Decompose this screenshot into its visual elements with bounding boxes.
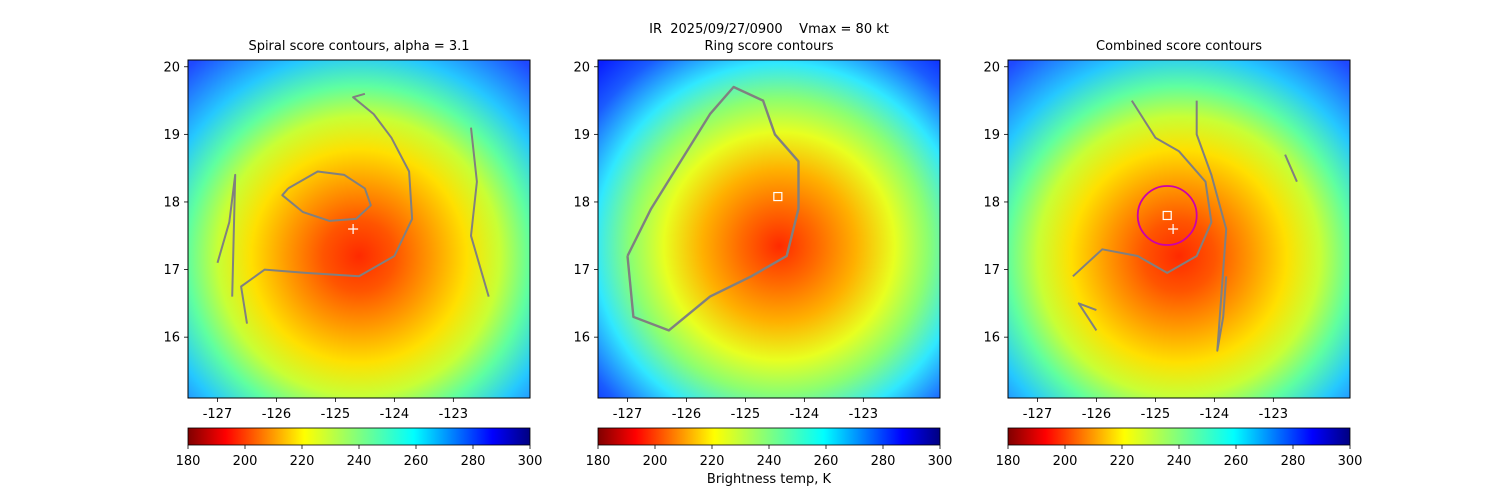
colorbar-tick-label: 300	[1338, 454, 1363, 469]
contour-line-4	[470, 127, 490, 297]
colorbar-tick-label: 220	[1110, 454, 1135, 469]
axes-frame	[187, 59, 531, 399]
y-tick-label: 20	[163, 60, 180, 75]
storm-center-marker	[348, 224, 359, 234]
panel-1: -127 -126 -125 -124 -123 16 17 18 19 20 180 200 220 2…	[163, 59, 543, 469]
y-tick-label: 18	[163, 195, 180, 210]
y-tick-label: 16	[163, 331, 180, 346]
figure-suptitle: IR 2025/09/27/0900 Vmax = 80 kt	[649, 22, 889, 37]
colorbar-tick-label: 200	[233, 454, 258, 469]
y-tick-label: 19	[163, 128, 180, 143]
colorbar-tick-label: 260	[404, 454, 429, 469]
contour-line-3	[1284, 154, 1298, 183]
x-tick-label: -126	[1082, 407, 1112, 422]
x-tick-label: -125	[321, 407, 351, 422]
satellite-image	[598, 60, 940, 398]
contour-line-1	[626, 85, 800, 332]
colorbar-tick-label: 240	[1167, 454, 1192, 469]
x-tick-label: -123	[1259, 407, 1289, 422]
y-tick-label: 16	[983, 331, 1000, 346]
y-tick-label: 19	[573, 128, 590, 143]
colorbar-tick-label: 280	[1281, 454, 1306, 469]
y-tick-label: 17	[983, 263, 1000, 278]
colorbar-tick-label: 240	[757, 454, 782, 469]
x-tick-label: -125	[1141, 407, 1171, 422]
x-tick-label: -123	[439, 407, 469, 422]
contour-line-1	[281, 170, 372, 222]
colorbar-tick-label: 280	[461, 454, 486, 469]
x-tick-label: -124	[380, 407, 410, 422]
colorbar-tick-label: 180	[586, 454, 611, 469]
colorbar-tick-label: 200	[1053, 454, 1078, 469]
panel-2: -127 -126 -125 -124 -123 16 17 18 19 20 180 200 220 2…	[573, 59, 953, 469]
y-tick-label: 16	[573, 331, 590, 346]
colorbar-tick-label: 300	[928, 454, 953, 469]
colorbar-tick-label: 300	[518, 454, 543, 469]
colorbar-tick-label: 280	[871, 454, 896, 469]
y-tick-label: 20	[983, 60, 1000, 75]
x-tick-label: -124	[1200, 407, 1230, 422]
y-tick-label: 17	[163, 263, 180, 278]
combined-radius-circle	[1136, 185, 1198, 246]
y-tick-label: 17	[573, 263, 590, 278]
colorbar-tick-label: 180	[996, 454, 1021, 469]
x-tick-label: -126	[672, 407, 702, 422]
x-tick-label: -125	[731, 407, 761, 422]
x-tick-label: -126	[262, 407, 292, 422]
ring-center-marker	[773, 191, 783, 202]
colorbar-tick-label: 240	[347, 454, 372, 469]
contour-line-2	[240, 92, 414, 324]
axes-frame	[597, 59, 941, 399]
colorbar-tick-label: 260	[1224, 454, 1249, 469]
panel-3: -127 -126 -125 -124 -123 16 17 18 19 20 180 200 220 2…	[983, 59, 1363, 469]
panel2-title: Ring score contours	[704, 39, 834, 54]
contour-line-4	[1077, 302, 1098, 331]
contour-line-3	[216, 173, 237, 297]
satellite-image	[1008, 60, 1350, 398]
colorbar	[1007, 427, 1351, 446]
combined-center-marker	[1162, 210, 1172, 221]
x-tick-label: -123	[849, 407, 879, 422]
panel1-title: Spiral score contours, alpha = 3.1	[248, 39, 470, 54]
y-tick-label: 19	[983, 128, 1000, 143]
x-tick-label: -127	[203, 407, 233, 422]
axes-frame	[1007, 59, 1351, 399]
contour-line-1	[1072, 100, 1213, 278]
colorbar-tick-label: 220	[700, 454, 725, 469]
colorbar	[187, 427, 531, 446]
x-tick-label: -127	[613, 407, 643, 422]
colorbar-tick-label: 180	[176, 454, 201, 469]
contour-line-2	[1195, 100, 1228, 352]
x-tick-label: -124	[790, 407, 820, 422]
colorbar-label: Brightness temp, K	[706, 472, 832, 487]
colorbar	[597, 427, 941, 446]
colorbar-tick-label: 260	[814, 454, 839, 469]
panel3-title: Combined score contours	[1096, 39, 1262, 54]
y-tick-label: 18	[983, 195, 1000, 210]
colorbar-tick-label: 220	[290, 454, 315, 469]
satellite-image	[188, 60, 530, 398]
y-tick-label: 18	[573, 195, 590, 210]
colorbar-tick-label: 200	[643, 454, 668, 469]
storm-center-marker	[1168, 224, 1179, 234]
x-tick-label: -127	[1023, 407, 1053, 422]
y-tick-label: 20	[573, 60, 590, 75]
